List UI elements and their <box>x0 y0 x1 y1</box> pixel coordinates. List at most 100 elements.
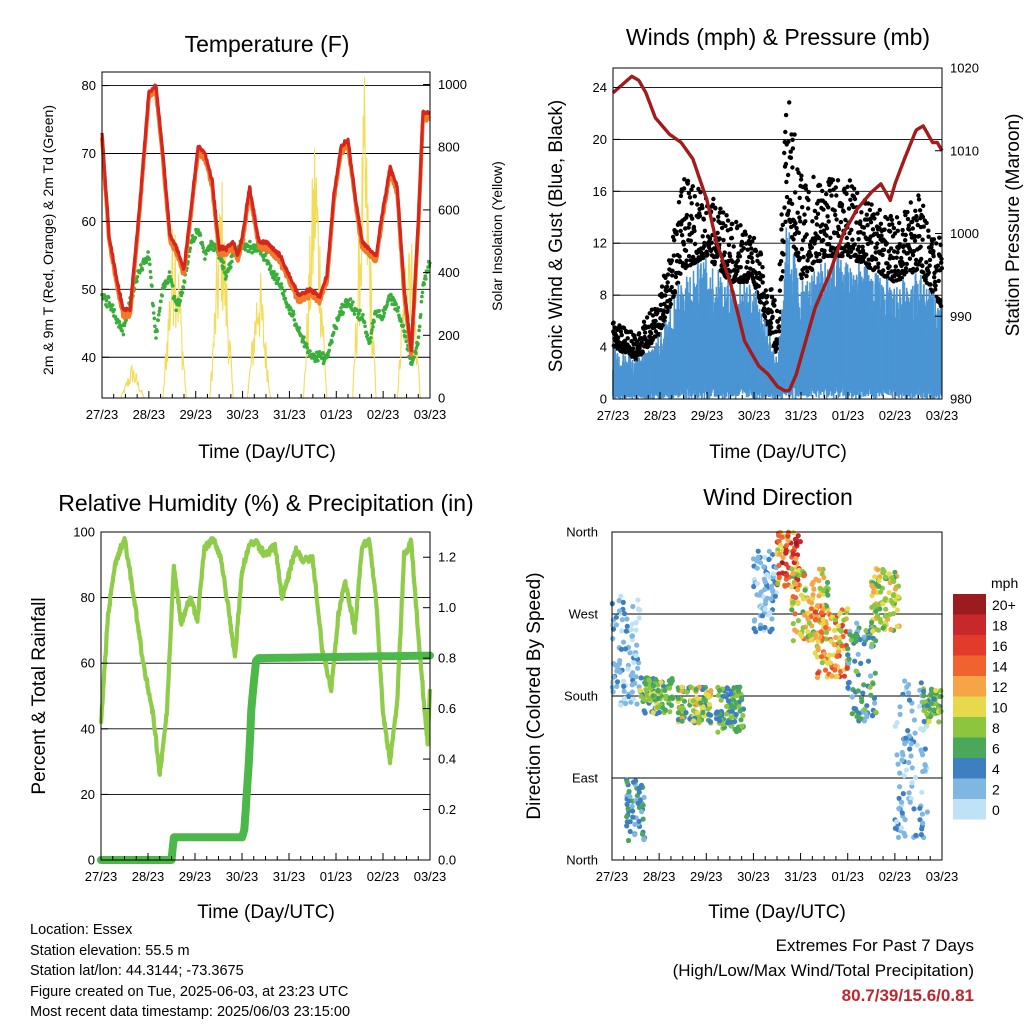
direction-point <box>843 629 849 635</box>
direction-point <box>924 809 931 815</box>
direction-point <box>845 606 851 612</box>
dewpoint-point <box>326 353 330 358</box>
gust-point <box>917 208 923 213</box>
direction-point <box>794 552 801 558</box>
gust-point <box>910 219 915 224</box>
gust-point <box>774 346 779 351</box>
direction-point <box>795 618 802 624</box>
gust-point <box>798 177 804 182</box>
gust-point <box>757 261 762 266</box>
gust-point <box>793 221 798 226</box>
gust-point <box>770 314 775 319</box>
dewpoint-point <box>106 295 111 300</box>
gust-point <box>700 234 705 239</box>
direction-point <box>698 700 704 706</box>
dewpoint-point <box>348 297 353 301</box>
dewpoint-point <box>275 272 279 277</box>
dewpoint-point <box>112 308 117 312</box>
gust-point <box>905 251 910 256</box>
gust-point <box>678 193 684 199</box>
gust-point <box>731 244 736 249</box>
dewpoint-point <box>158 306 162 311</box>
gust-point <box>671 294 676 299</box>
y-right-tick-label: 0.6 <box>438 701 456 716</box>
temperature-2m-line <box>100 83 432 353</box>
y-left-tick-label: South <box>564 689 598 704</box>
direction-point <box>618 593 624 599</box>
gust-point <box>729 235 735 241</box>
direction-point <box>912 774 919 781</box>
dewpoint-point <box>317 350 322 354</box>
dewpoint-point <box>230 259 234 264</box>
colorbar-label: 0 <box>992 802 1000 818</box>
gust-point <box>648 331 654 336</box>
direction-point <box>717 688 723 694</box>
direction-point <box>931 707 937 713</box>
gust-point <box>935 263 941 268</box>
gust-point <box>920 263 925 269</box>
direction-point <box>921 699 927 705</box>
gust-point <box>689 201 694 206</box>
direction-point <box>815 638 821 644</box>
dewpoint-point <box>419 299 424 304</box>
y-left-tick-label: 4 <box>600 340 607 355</box>
direction-point <box>892 586 899 592</box>
gust-point <box>777 329 782 334</box>
gust-point <box>672 290 678 295</box>
gust-point <box>851 204 856 210</box>
direction-point <box>875 627 882 633</box>
y-left-tick-label: 8 <box>600 288 607 303</box>
gust-point <box>833 185 838 190</box>
gust-point <box>722 250 727 255</box>
gust-point <box>737 254 743 259</box>
gust-point <box>892 231 898 236</box>
dewpoint-point <box>403 329 407 334</box>
dewpoint-point <box>341 310 346 315</box>
direction-point <box>880 625 886 631</box>
direction-point <box>720 693 726 699</box>
gust-point <box>799 246 805 252</box>
direction-point <box>894 720 900 726</box>
gust-point <box>859 210 864 215</box>
gust-point <box>781 239 787 245</box>
gust-point <box>919 256 924 262</box>
direction-point <box>619 617 626 623</box>
gust-point <box>887 264 892 269</box>
y-left-tick-label: North <box>566 525 598 540</box>
gust-point <box>697 213 703 219</box>
gust-point <box>901 243 906 249</box>
gust-point <box>890 222 895 227</box>
y-left-tick-label: 40 <box>81 721 95 736</box>
gust-point <box>920 214 926 220</box>
dewpoint-point <box>355 308 360 313</box>
dewpoint-point <box>147 257 151 262</box>
gust-point <box>663 293 668 298</box>
dewpoint-point <box>105 305 109 309</box>
direction-point <box>733 712 739 718</box>
extremes-values: 80.7/39/15.6/0.81 <box>841 986 974 1005</box>
gust-point <box>734 219 739 225</box>
gust-point <box>793 190 798 195</box>
dewpoint-point <box>229 265 233 269</box>
direction-point <box>641 708 647 714</box>
gust-point <box>893 264 898 269</box>
solar-spike <box>120 363 145 399</box>
colorbar-label: 2 <box>992 782 1000 798</box>
direction-point <box>824 579 831 586</box>
direction-point <box>886 571 892 577</box>
direction-point <box>900 691 906 697</box>
dewpoint-point <box>169 280 174 285</box>
direction-point <box>797 631 803 637</box>
direction-point <box>707 719 714 725</box>
gust-point <box>783 112 789 118</box>
direction-point <box>762 624 768 631</box>
direction-point <box>869 713 876 719</box>
gust-point <box>868 265 873 270</box>
direction-point <box>631 696 637 702</box>
direction-point <box>756 592 762 598</box>
gust-point <box>686 191 692 196</box>
direction-point <box>653 676 659 683</box>
gust-point <box>928 282 933 287</box>
gust-point <box>738 223 743 228</box>
gust-point <box>926 270 931 275</box>
